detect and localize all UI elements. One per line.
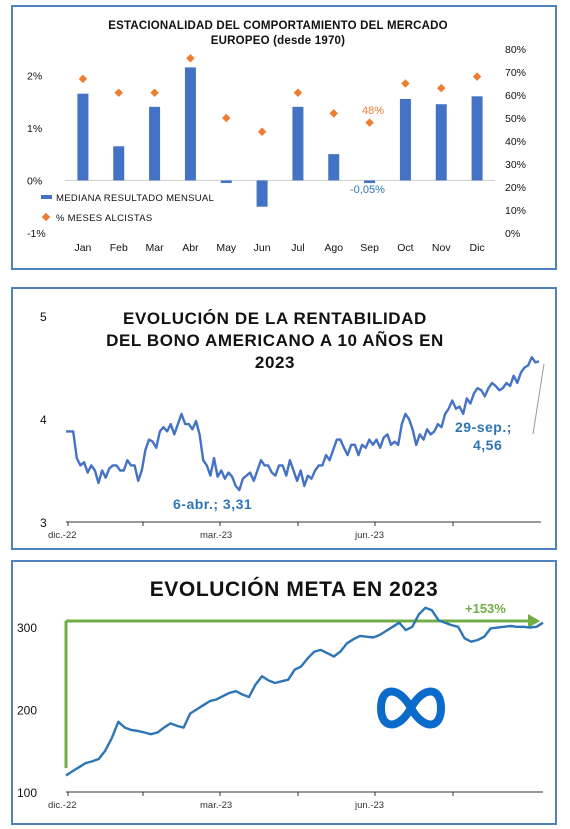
marker — [150, 88, 159, 97]
annotation-sep-neg: -0,05% — [350, 184, 385, 196]
x-tick-label: Feb — [110, 242, 128, 254]
chart-title: ESTACIONALIDAD DEL COMPORTAMIENTO DEL ME… — [108, 20, 448, 32]
bar — [149, 106, 161, 181]
x-tick-label: dic.-22 — [48, 530, 77, 541]
legend-dot-swatch — [41, 212, 51, 222]
bar — [435, 104, 447, 181]
chart-title: EVOLUCIÓN META EN 2023 — [150, 577, 439, 601]
yield-line — [66, 355, 540, 492]
meta-chart-panel: EVOLUCIÓN META EN 2023 300 200 100 dic.-22 m… — [11, 560, 557, 825]
x-tick-label: mar.-23 — [200, 530, 232, 541]
x-tick-label: Ago — [324, 242, 343, 254]
chart-title: EVOLUCIÓN DE LA RENTABILIDAD — [123, 309, 427, 328]
y-tick-label: 3 — [40, 516, 47, 530]
x-tick-label: May — [216, 242, 237, 254]
marker — [78, 74, 88, 84]
x-tick-label: Sep — [360, 242, 379, 254]
marker — [293, 88, 303, 97]
x-tick-label: Abr — [182, 242, 199, 254]
seasonality-chart-panel: ESTACIONALIDAD DEL COMPORTAMIENTO DEL ME… — [11, 5, 557, 270]
marker — [365, 118, 374, 127]
marker — [114, 88, 123, 97]
chart-subtitle-line1: DEL BONO AMERICANO A 10 AÑOS EN — [106, 330, 444, 350]
y2-tick-label: 10% — [505, 205, 526, 217]
bar — [113, 146, 125, 181]
y-tick-label: 5 — [40, 310, 47, 324]
y2-tick-label: 50% — [505, 113, 526, 125]
y-tick-label: 0% — [27, 175, 42, 187]
marker — [222, 113, 231, 123]
meta-price-line — [65, 606, 544, 777]
y2-tick-label: 70% — [505, 67, 526, 79]
marker — [329, 109, 338, 118]
marker — [186, 53, 195, 63]
x-tick-label: Mar — [146, 242, 165, 254]
y-tick-label: 2% — [27, 70, 42, 82]
annotation-sep-48: 48% — [362, 105, 384, 117]
growth-arrow-head — [528, 614, 540, 628]
annotation-last-line2: 4,56 — [473, 437, 502, 453]
bar — [220, 180, 232, 184]
x-tick-label: mar.-23 — [200, 800, 232, 811]
annotation-growth: +153% — [465, 601, 506, 616]
y2-tick-label: 20% — [505, 182, 526, 194]
y2-tick-label: 0% — [505, 228, 520, 240]
y2-tick-label: 40% — [505, 136, 526, 148]
marker — [257, 127, 267, 137]
legend: MEDIANA RESULTADO MENSUAL % MESES ALCIST… — [41, 193, 214, 224]
bar — [184, 67, 196, 181]
legend-dot-label: % MESES ALCISTAS — [56, 213, 153, 224]
bond-yield-chart: EVOLUCIÓN DE LA RENTABILIDAD DEL BONO AM… — [40, 309, 545, 541]
y2-tick-label: 60% — [505, 90, 526, 102]
callout-line — [532, 363, 545, 435]
bar — [471, 96, 483, 181]
y-tick-label: -1% — [27, 228, 46, 240]
legend-bar-label: MEDIANA RESULTADO MENSUAL — [56, 193, 214, 204]
y-tick-label: 200 — [17, 703, 37, 717]
x-tick-label: jun.-23 — [354, 800, 384, 811]
x-tick-label: Jun — [254, 242, 271, 254]
meta-logo-icon — [377, 687, 445, 729]
bar — [328, 154, 340, 181]
marker — [401, 79, 410, 88]
y-tick-label: 1% — [27, 123, 42, 135]
x-tick-label: Nov — [432, 242, 451, 254]
chart-subtitle: EUROPEO (desde 1970) — [211, 35, 345, 47]
growth-arrow — [64, 614, 540, 768]
x-tick-label: Oct — [397, 242, 413, 254]
meta-chart: EVOLUCIÓN META EN 2023 300 200 100 dic.-22 m… — [17, 577, 544, 811]
bar — [364, 180, 376, 184]
bar — [77, 93, 89, 181]
y-tick-label: 300 — [17, 621, 37, 635]
bar — [292, 106, 304, 181]
y-tick-label: 4 — [40, 413, 47, 427]
y2-tick-label: 30% — [505, 159, 526, 171]
bar — [256, 180, 268, 207]
x-tick-label: Jan — [74, 242, 91, 254]
x-tick-label: Dic — [469, 242, 484, 254]
legend-bar-swatch — [41, 195, 52, 199]
chart-subtitle-line2: 2023 — [255, 353, 295, 372]
y2-tick-label: 80% — [505, 44, 526, 56]
annotation-min: 6-abr.; 3,31 — [173, 496, 252, 512]
y-tick-label: 100 — [17, 786, 37, 800]
annotation-last-line1: 29-sep.; — [455, 419, 512, 435]
bar — [399, 98, 411, 181]
marker — [437, 83, 446, 93]
bond-yield-chart-panel: EVOLUCIÓN DE LA RENTABILIDAD DEL BONO AM… — [11, 287, 557, 550]
seasonality-chart: ESTACIONALIDAD DEL COMPORTAMIENTO DEL ME… — [27, 20, 526, 254]
x-tick-label: dic.-22 — [48, 800, 77, 811]
x-tick-label: jun.-23 — [354, 530, 384, 541]
marker — [472, 72, 482, 81]
x-tick-label: Jul — [291, 242, 304, 254]
